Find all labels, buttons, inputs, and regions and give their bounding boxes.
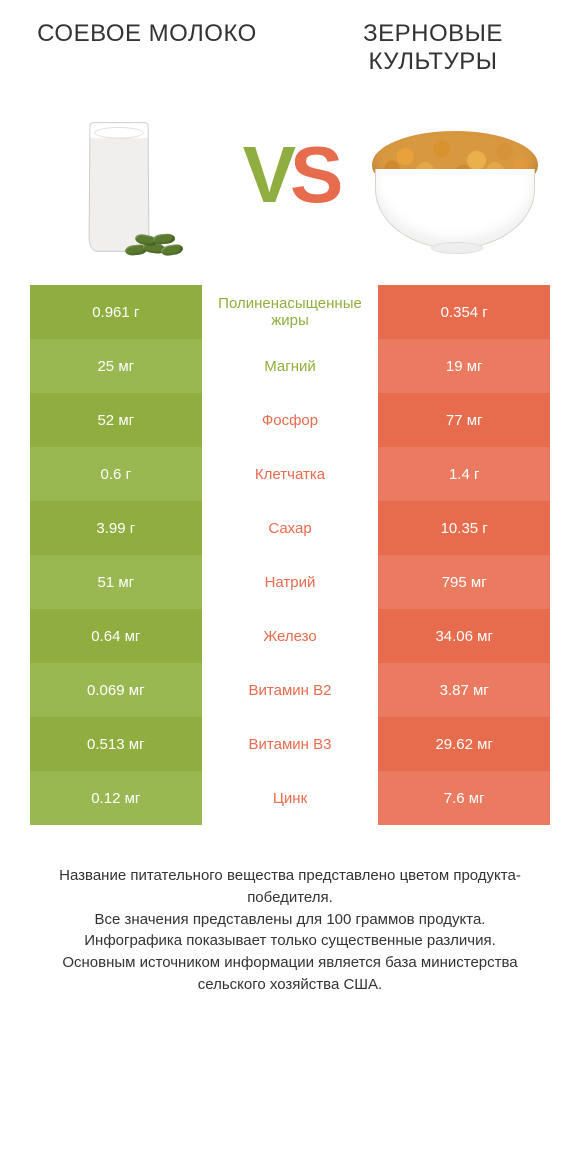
left-value: 0.6 г [30,447,202,501]
comparison-table-body: 0.961 гПолиненасыщенные жиры0.354 г25 мг… [30,285,550,825]
table-row: 0.64 мгЖелезо34.06 мг [30,609,550,663]
table-row: 3.99 гСахар10.35 г [30,501,550,555]
right-value: 0.354 г [378,285,550,339]
right-value: 77 мг [378,393,550,447]
bowl-icon [375,169,535,249]
right-value: 1.4 г [378,447,550,501]
footer-line-4: Основным источником информации является … [40,952,540,996]
table-row: 52 мгФосфор77 мг [30,393,550,447]
nutrient-name: Полиненасыщенные жиры [202,285,379,339]
product-image-right [370,95,540,255]
vs-s: S [290,130,337,219]
right-value: 3.87 мг [378,663,550,717]
nutrient-name: Клетчатка [202,447,379,501]
cereal-illustration [370,125,540,255]
nutrient-name: Витамин B3 [202,717,379,771]
titles-row: Соевое молоко Зерновые культуры [30,20,550,75]
left-value: 0.513 мг [30,717,202,771]
table-row: 0.12 мгЦинк7.6 мг [30,771,550,825]
nutrient-name: Цинк [202,771,379,825]
footer-line-1: Название питательного вещества представл… [40,865,540,909]
right-value: 795 мг [378,555,550,609]
vs-label: VS [243,135,338,215]
table-row: 0.6 гКлетчатка1.4 г [30,447,550,501]
right-value: 29.62 мг [378,717,550,771]
left-value: 0.64 мг [30,609,202,663]
comparison-table: 0.961 гПолиненасыщенные жиры0.354 г25 мг… [30,285,550,825]
table-row: 0.069 мгВитамин B23.87 мг [30,663,550,717]
nutrient-name: Магний [202,339,379,393]
soy-beans-icon [123,230,193,255]
product-image-left [40,95,210,255]
infographic: Соевое молоко Зерновые культуры VS 0.961… [0,0,580,996]
right-value: 19 мг [378,339,550,393]
table-row: 0.513 мгВитамин B329.62 мг [30,717,550,771]
vs-v: V [243,130,290,219]
left-value: 25 мг [30,339,202,393]
footer-notes: Название питательного вещества представл… [30,865,550,996]
nutrient-name: Витамин B2 [202,663,379,717]
right-value: 7.6 мг [378,771,550,825]
right-value: 10.35 г [378,501,550,555]
right-value: 34.06 мг [378,609,550,663]
left-value: 52 мг [30,393,202,447]
left-value: 0.069 мг [30,663,202,717]
title-left: Соевое молоко [30,20,264,75]
left-value: 0.961 г [30,285,202,339]
table-row: 25 мгМагний19 мг [30,339,550,393]
nutrient-name: Фосфор [202,393,379,447]
title-right: Зерновые культуры [316,20,550,75]
nutrient-name: Сахар [202,501,379,555]
table-row: 51 мгНатрий795 мг [30,555,550,609]
table-row: 0.961 гПолиненасыщенные жиры0.354 г [30,285,550,339]
soy-milk-illustration [65,105,185,255]
left-value: 0.12 мг [30,771,202,825]
images-row: VS [30,95,550,255]
left-value: 51 мг [30,555,202,609]
nutrient-name: Натрий [202,555,379,609]
footer-line-3: Инфографика показывает только существенн… [40,930,540,952]
left-value: 3.99 г [30,501,202,555]
nutrient-name: Железо [202,609,379,663]
footer-line-2: Все значения представлены для 100 граммо… [40,909,540,931]
